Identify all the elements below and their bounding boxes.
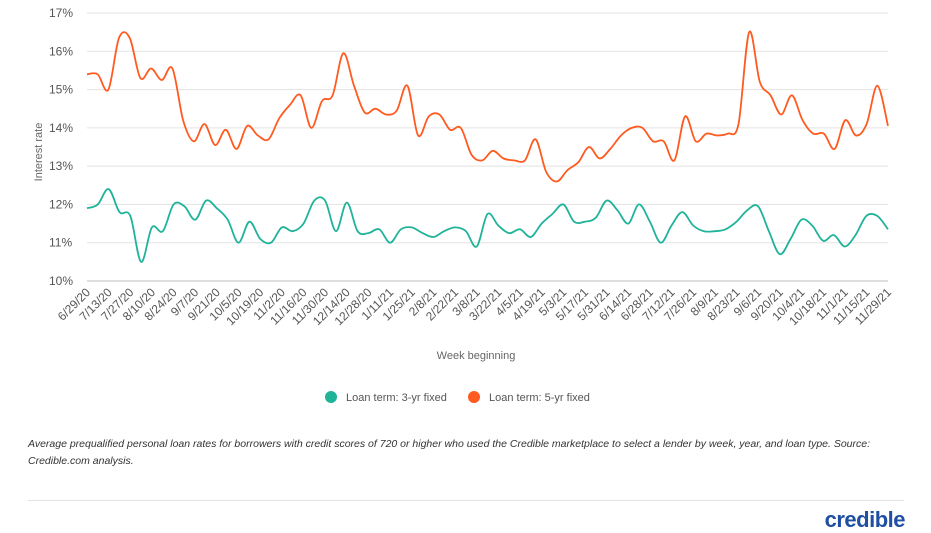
series-lines (86, 30, 889, 263)
y-tick-label: 12% (49, 197, 73, 211)
line-chart: 10% 11% 12% 13% 14% 15% 16% 17% 6/29/207/13/207… (33, 6, 894, 404)
y-axis-title: Interest rate (33, 123, 45, 182)
series-line-5yr (86, 30, 889, 183)
legend-label-3yr: Loan term: 3-yr fixed (346, 392, 447, 404)
y-tick-label: 13% (49, 159, 73, 173)
y-tick-label: 15% (49, 83, 73, 97)
x-axis-title: Week beginning (437, 350, 516, 362)
series-line-3yr (86, 188, 889, 263)
y-tick-label: 14% (49, 121, 73, 135)
footer-divider (28, 500, 904, 501)
y-tick-label: 17% (49, 6, 73, 20)
legend-swatch-3yr (325, 391, 337, 403)
gridlines (87, 12, 888, 282)
y-tick-label: 11% (49, 236, 72, 250)
credible-logo: credible (824, 507, 906, 532)
y-axis-ticks: 10% 11% 12% 13% 14% 15% 16% 17% (49, 6, 73, 288)
y-tick-label: 10% (49, 274, 73, 288)
y-tick-label: 16% (49, 44, 73, 58)
legend-swatch-5yr (468, 391, 480, 403)
chart-caption: Average prequalified personal loan rates… (28, 438, 871, 467)
legend: Loan term: 3-yr fixed Loan term: 5-yr fi… (325, 391, 590, 404)
x-axis-ticks: 6/29/207/13/207/27/208/10/208/24/209/7/2… (55, 285, 894, 328)
legend-label-5yr: Loan term: 5-yr fixed (489, 392, 590, 404)
